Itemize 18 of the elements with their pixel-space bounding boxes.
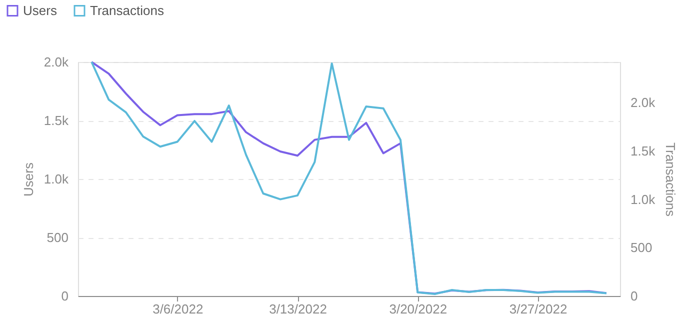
y2-tick-label: 500 xyxy=(630,240,652,256)
y-tick-label: 500 xyxy=(46,230,68,245)
y-tick-label: 1.0k xyxy=(44,172,69,186)
y-tick-label: 1.5k xyxy=(44,113,69,128)
y2-tick-label: 1.0k xyxy=(630,192,656,207)
y2-tick-label: 2.0k xyxy=(630,95,656,110)
y2-axis-title: Transactions xyxy=(663,142,678,217)
legend-label: Transactions xyxy=(90,2,164,18)
y2-tick-label: 0 xyxy=(630,288,638,304)
y-tick-label: 2.0k xyxy=(44,54,69,70)
y2-tick-label: 1.5k xyxy=(630,143,656,158)
y-axis-title: Users xyxy=(20,162,36,196)
x-tick-label: 3/27/2022 xyxy=(509,302,568,316)
y-tick-label: 0 xyxy=(61,288,68,304)
x-tick-label: 3/20/2022 xyxy=(389,302,448,316)
legend-label: Users xyxy=(23,2,58,18)
x-tick-label: 3/13/2022 xyxy=(269,302,327,316)
x-tick-label: 3/6/2022 xyxy=(152,302,204,316)
